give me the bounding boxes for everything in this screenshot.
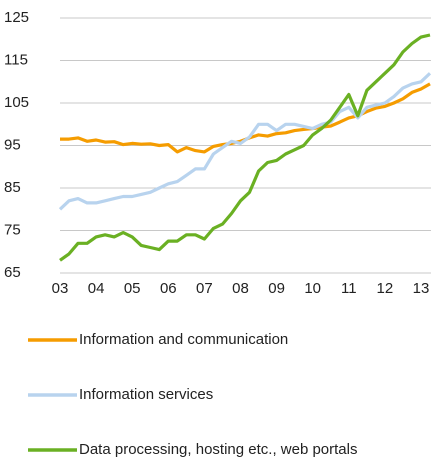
- x-tick-label: 06: [160, 280, 177, 297]
- x-tick-label: 05: [124, 280, 141, 297]
- y-tick-label: 75: [4, 221, 21, 238]
- x-tick-label: 12: [377, 280, 394, 297]
- x-tick-label: 07: [196, 280, 213, 297]
- legend-label: Information services: [79, 386, 213, 403]
- x-tick-label: 13: [413, 280, 430, 297]
- series-line: [58, 72, 431, 211]
- x-tick-label: 04: [88, 280, 105, 297]
- y-tick-label: 85: [4, 179, 21, 196]
- y-tick-label: 95: [4, 136, 21, 153]
- x-tick-label: 03: [52, 280, 69, 297]
- y-tick-label: 105: [4, 94, 29, 111]
- series-line: [59, 33, 431, 262]
- y-tick-label: 115: [4, 51, 28, 68]
- x-tick-label: 09: [268, 280, 285, 297]
- x-tick-label: 10: [304, 280, 321, 297]
- x-tick-label: 08: [232, 280, 249, 297]
- legend-label: Data processing, hosting etc., web porta…: [79, 441, 357, 458]
- x-tick-label: 11: [341, 280, 357, 297]
- y-tick-label: 65: [4, 264, 21, 281]
- y-tick-label: 125: [4, 9, 29, 26]
- legend-label: Information and communication: [79, 331, 288, 348]
